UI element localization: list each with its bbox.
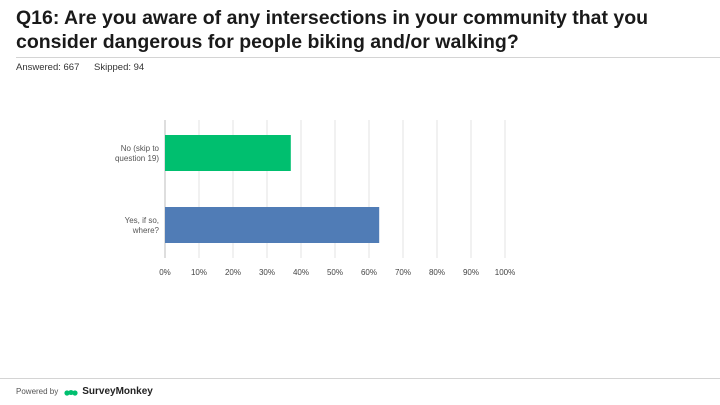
x-tick-label: 30% [259, 268, 275, 277]
category-label: Yes, if so, where? [125, 216, 160, 235]
category-label: No (skip to question 19) [115, 144, 160, 163]
x-tick-label: 10% [191, 268, 207, 277]
footer-divider [0, 378, 720, 379]
x-tick-label: 80% [429, 268, 445, 277]
bar [165, 207, 380, 243]
chart-bars [165, 135, 380, 243]
x-tick-label: 50% [327, 268, 343, 277]
x-tick-labels: 0% 10% 20% 30% 40% 50% 60% 70% 80% 90% 100% [159, 268, 515, 277]
skipped-count: Skipped: 94 [94, 62, 145, 73]
powered-by-text: Powered by [16, 387, 59, 396]
x-tick-label: 90% [463, 268, 479, 277]
question-title: Q16: Are you aware of any intersections … [16, 7, 649, 53]
x-tick-label: 40% [293, 268, 309, 277]
answered-count: Answered: 667 [16, 62, 80, 73]
x-tick-label: 0% [159, 268, 171, 277]
surveymonkey-brand: SurveyMonkey [82, 386, 153, 397]
response-stats: Answered: 667 Skipped: 94 [16, 62, 156, 73]
x-tick-label: 100% [495, 268, 515, 277]
category-labels: No (skip to question 19) Yes, if so, where? [115, 144, 160, 235]
header-divider [16, 57, 720, 58]
x-tick-label: 60% [361, 268, 377, 277]
surveymonkey-logo-icon [64, 389, 78, 396]
bar [165, 135, 291, 171]
x-tick-label: 70% [395, 268, 411, 277]
footer: Powered by SurveyMonkey [16, 386, 153, 397]
x-tick-label: 20% [225, 268, 241, 277]
